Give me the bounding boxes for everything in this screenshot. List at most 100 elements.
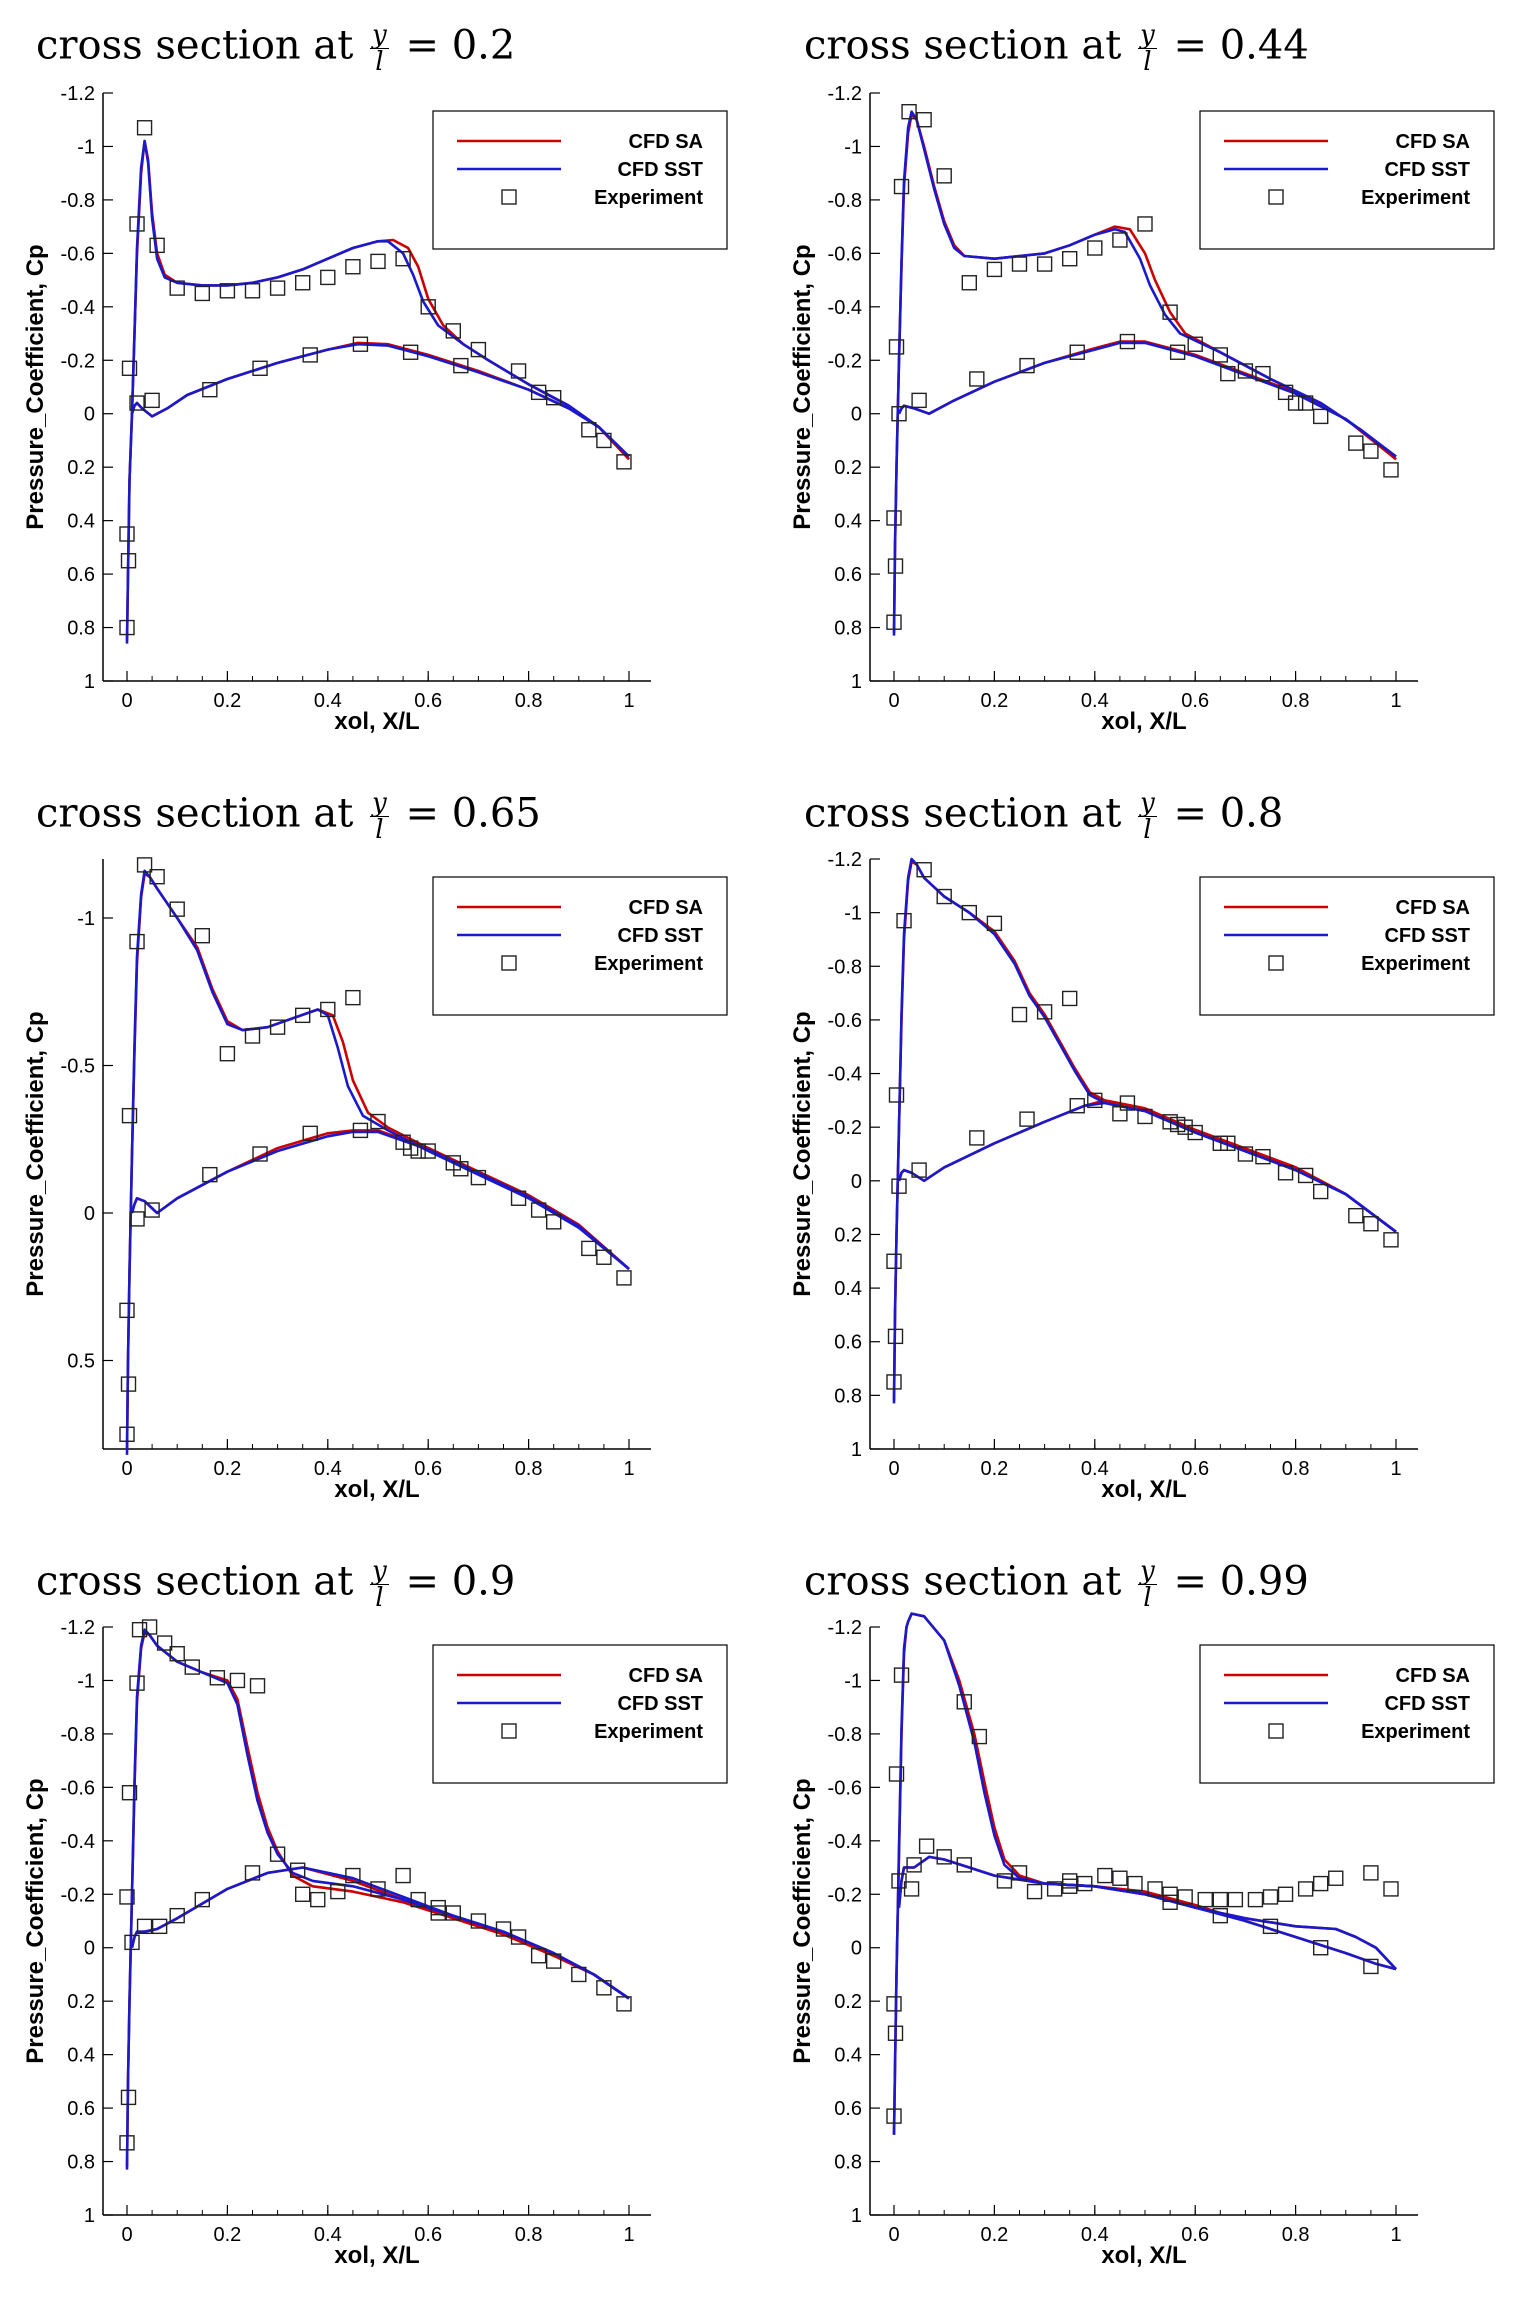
cfd-sa-curve-lower [130,1129,630,1270]
y-tick-label: -1 [77,908,95,930]
legend-cfd-sa-label: CFD SA [629,1665,703,1687]
experiment-marker [320,1001,336,1018]
experiment-marker [1363,443,1379,459]
experiment-marker [581,422,597,438]
legend-cfd-sa-label: CFD SA [629,897,703,919]
y-axis-label: Pressure_Coefficient, Cp [789,244,816,529]
x-axis-label: xol, X/L [334,708,419,735]
legend-box [1199,1644,1495,1784]
experiment-marker [295,275,311,291]
experiment-marker [289,1862,306,1878]
x-tick-label: 0.2 [213,2224,241,2246]
experiment-marker [886,2108,902,2124]
experiment-marker [402,1140,419,1156]
experiment-marker [530,384,547,401]
y-tick-label: 0 [851,1938,862,1960]
experiment-marker [887,558,904,574]
y-tick-label: 0 [84,404,95,426]
legend-experiment-label: Experiment [1361,953,1470,975]
title-prefix: cross section at [804,790,1122,837]
y-tick-label: -1.2 [828,1617,862,1639]
experiment-marker [1147,1881,1163,1897]
experiment-marker [896,912,912,929]
chart-panel-5: 0 0.2 0.4 0.6 0.8 1 -1.2 -1 -0.8 -0.6 -0.4 -0.2 0 0.2… [22,1617,728,2269]
x-tick-label: 0.2 [980,690,1008,712]
experiment-marker [596,1980,612,1996]
experiment-marker [470,341,487,358]
experiment-marker [330,1883,346,1900]
experiment-marker [370,1881,386,1897]
experiment-marker [887,2025,904,2041]
x-tick-label: 1 [1390,2224,1401,2246]
y-tick-label: -0.2 [828,350,862,372]
experiment-marker [420,299,436,315]
y-tick-label: -0.2 [61,1884,95,1906]
cfd-sst-curve-upper [125,869,630,1455]
experiment-marker [891,1178,907,1194]
experiment-marker [1297,1881,1314,1897]
y-tick-label: -0.8 [61,190,95,212]
experiment-marker [1187,1124,1203,1141]
experiment-marker [395,1867,411,1884]
experiment-marker [151,1918,168,1935]
y-tick-label: 0.8 [834,618,862,640]
experiment-marker [129,933,145,950]
experiment-marker [986,915,1003,932]
experiment-marker [194,285,211,302]
experiment-marker [546,389,562,406]
experiment-marker [1312,408,1329,425]
title-value: = 0.2 [405,22,516,69]
experiment-marker [120,553,137,569]
title-value: = 0.8 [1173,790,1284,837]
experiment-marker [961,275,977,291]
experiment-marker [1262,1889,1279,1905]
experiment-marker [886,1996,902,2012]
experiment-marker [996,1873,1013,1889]
experiment-marker [1169,1116,1186,1133]
experiment-marker [546,1953,562,1969]
experiment-marker [136,1918,153,1935]
x-tick-label: 1 [623,1458,634,1480]
experiment-marker [295,1886,311,1902]
experiment-marker [252,360,268,376]
experiment-marker [886,1253,902,1269]
experiment-marker [129,1675,145,1691]
legend-cfd-sst-label: CFD SST [1384,1693,1470,1715]
legend-experiment-swatch [1268,1723,1284,1739]
cfd-sa-curve-lower [897,1855,1397,1971]
x-tick-label: 0.2 [980,2224,1008,2246]
y-tick-label: -0.6 [828,1777,862,1799]
legend-cfd-sst-label: CFD SST [617,159,703,181]
chart-panel-2: 0 0.2 0.4 0.6 0.8 1 -1.2 -1 -0.8 -0.6 -0.4 -0.2 0 0.2… [789,83,1495,735]
experiment-marker [352,1122,369,1139]
cfd-sst-curve-lower [897,1855,1397,1971]
y-tick-label: -1 [844,1670,862,1692]
experiment-marker [184,1659,200,1675]
y-tick-label: -0.4 [828,1831,862,1853]
experiment-marker [1087,1092,1103,1109]
experiment-marker [1177,1889,1193,1905]
x-tick-label: 0.4 [314,690,342,712]
y-tick-label: 0.6 [67,2098,95,2120]
cfd-sa-curve-lower [897,340,1397,461]
experiment-marker [1312,1183,1329,1200]
legend-experiment-swatch [501,189,517,205]
experiment-marker [1220,365,1236,382]
cfd-sst-curve-upper [892,110,1397,636]
experiment-marker [445,1905,461,1921]
experiment-marker [956,1857,972,1873]
x-tick-label: 0.8 [515,2224,543,2246]
y-tick-label: -0.4 [61,1831,95,1853]
experiment-marker [903,1881,920,1897]
y-tick-label: 1 [84,671,95,693]
experiment-marker [244,1865,261,1881]
experiment-marker [1162,1894,1178,1910]
x-tick-label: 0.8 [1282,690,1310,712]
experiment-marker [893,1667,910,1683]
experiment-marker [149,237,165,254]
x-tick-label: 0 [888,2224,899,2246]
x-tick-label: 0 [888,1458,899,1480]
